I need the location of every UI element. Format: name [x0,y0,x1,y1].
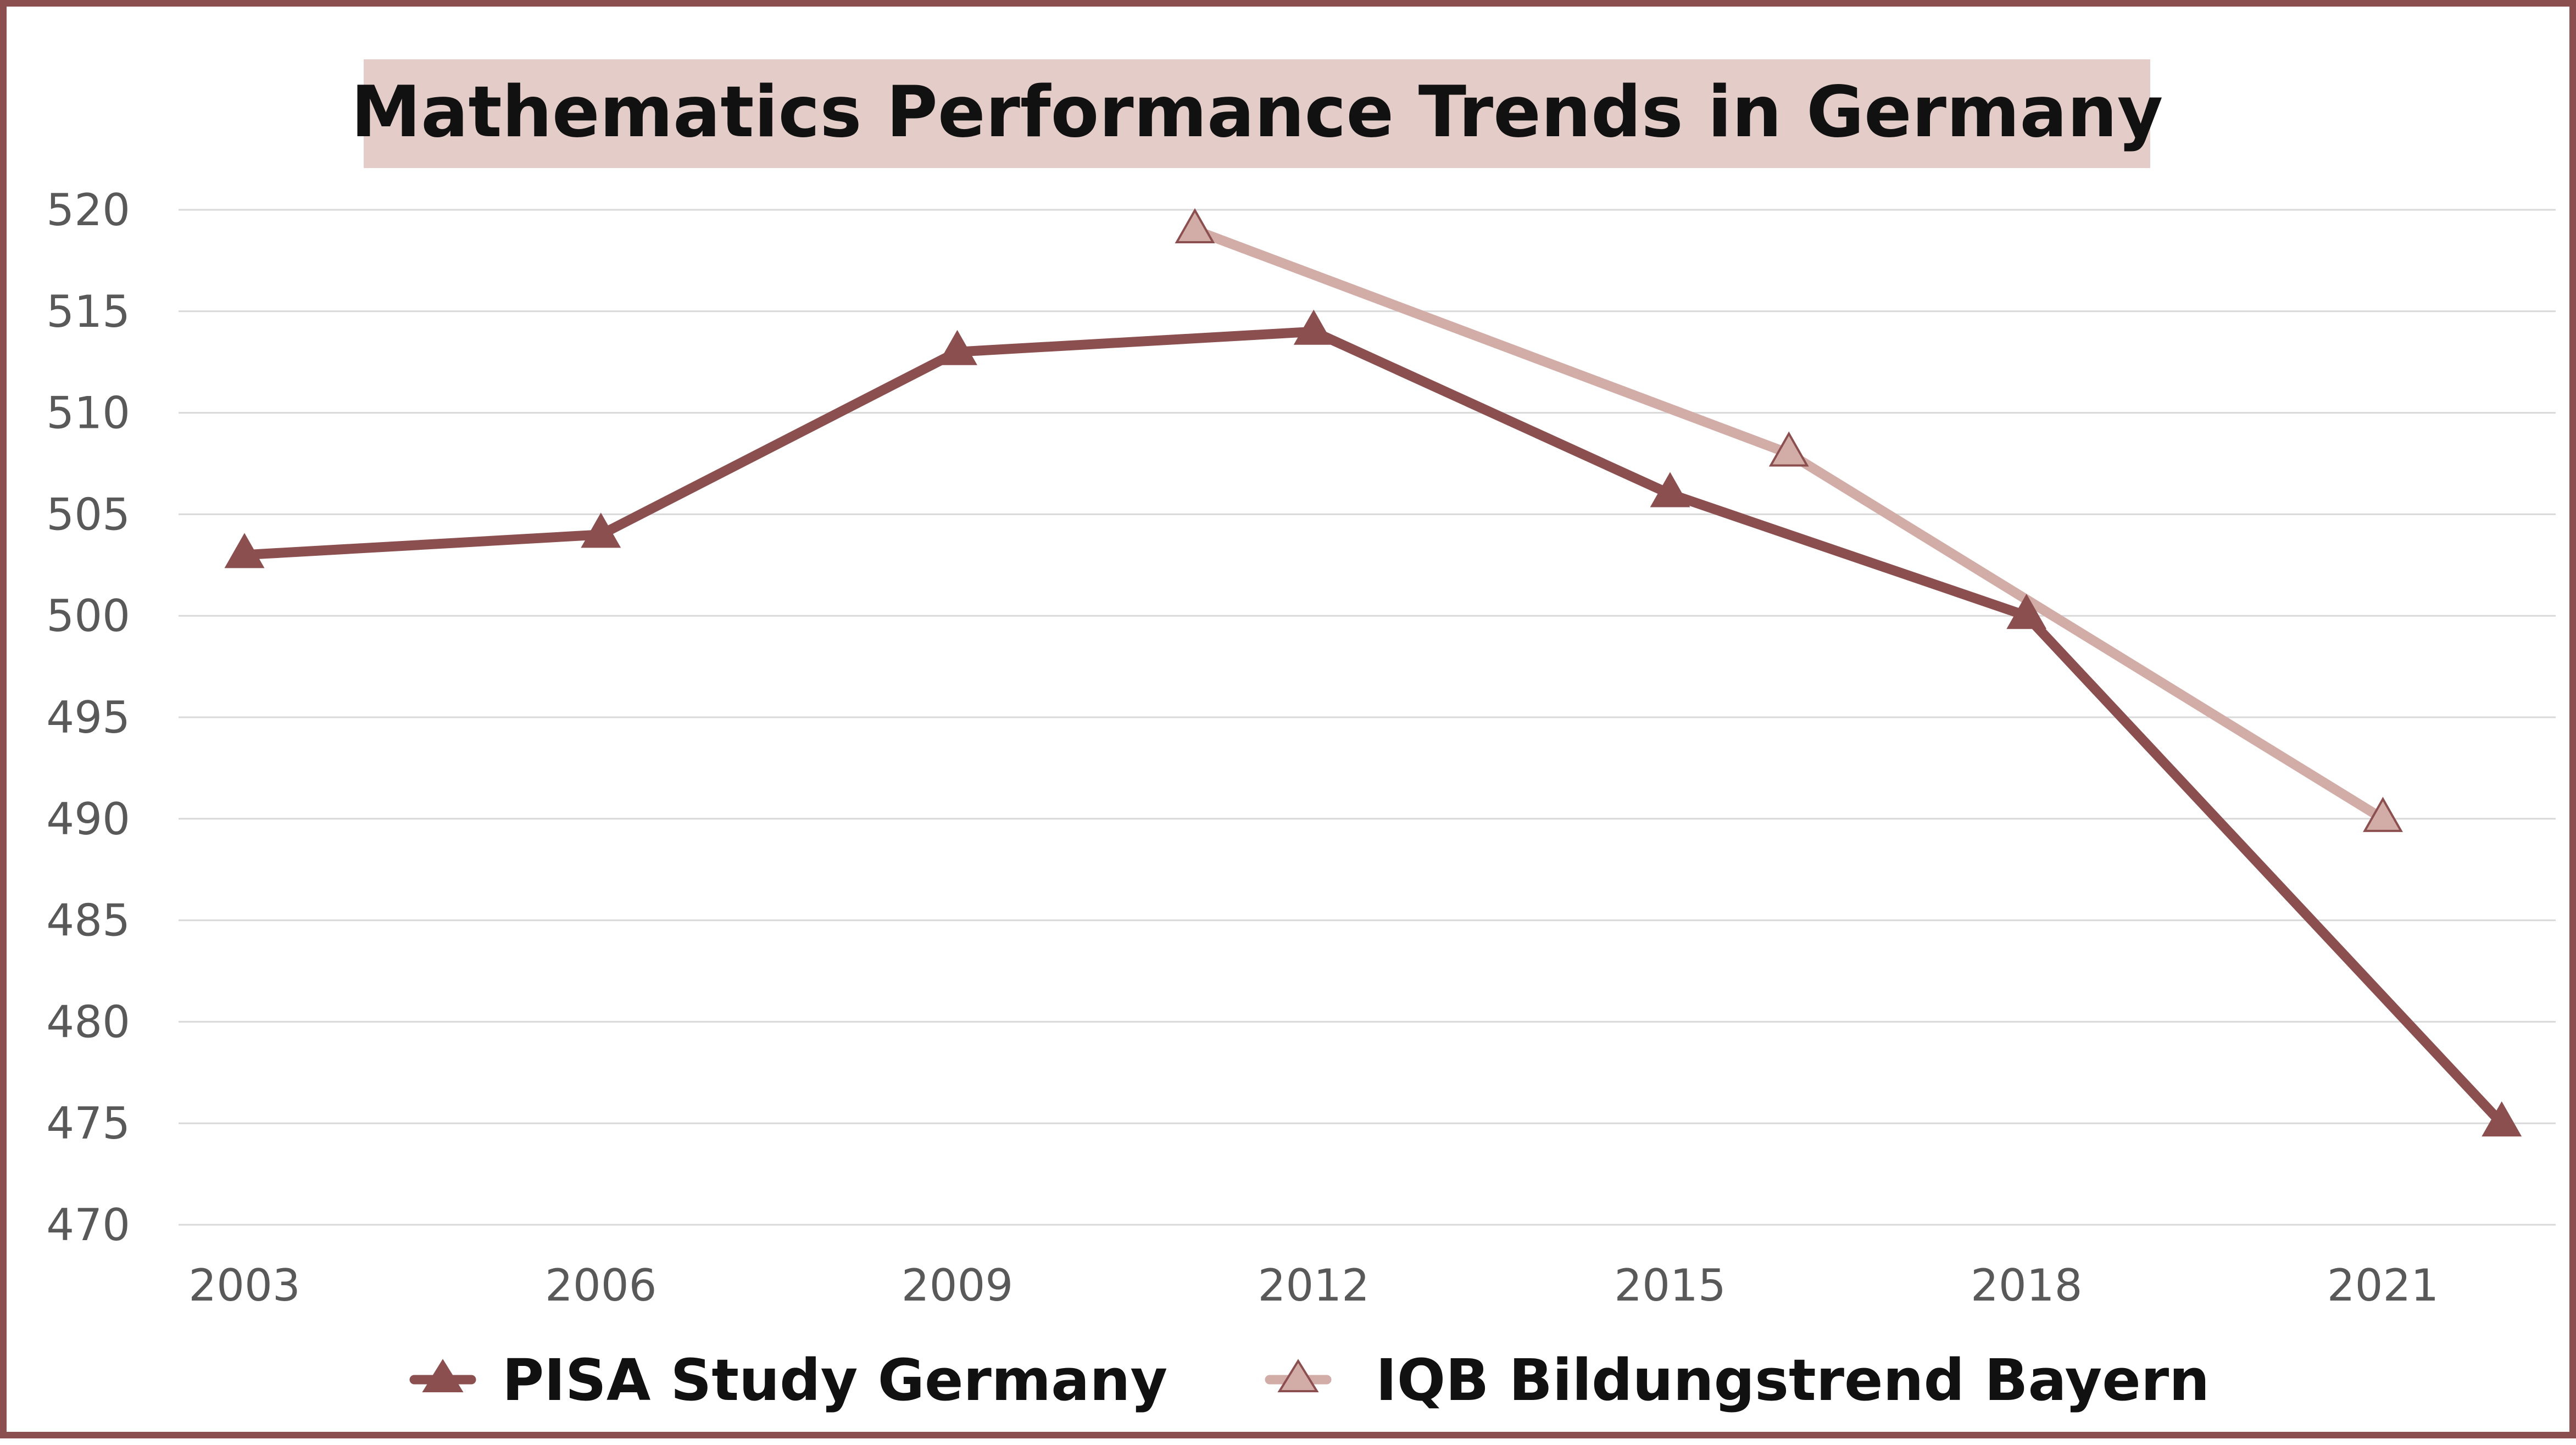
legend-item-iqb: IQB Bildungstrend Bayern [1265,1347,2210,1414]
y-tick-label-470: 470 [46,1199,130,1251]
x-tick-label-2006: 2006 [545,1260,657,1311]
y-tick-label-520: 520 [46,185,130,236]
series-markers [224,208,2522,1137]
y-tick-label-510: 510 [46,388,130,439]
legend-marker-pisa [422,1359,464,1392]
gridlines [179,209,2556,1226]
x-tick-label-2012: 2012 [1258,1260,1370,1311]
y-tick-label-480: 480 [46,996,130,1047]
legend-item-pisa: PISA Study Germany [409,1347,1167,1414]
series-line-0 [240,326,2507,1129]
data-point-0-2006 [581,512,621,548]
legend: PISA Study Germany IQB Bildungstrend Bay… [409,1347,2210,1414]
series-line-1 [1190,225,2388,824]
y-tick-label-495: 495 [46,692,130,743]
data-point-0-2012 [1293,309,1334,345]
legend-label-iqb: IQB Bildungstrend Bayern [1376,1347,2210,1414]
y-tick-label-515: 515 [46,286,130,337]
data-point-0-2003 [224,533,265,568]
data-point-0-2009 [937,330,977,365]
x-tick-label-2021: 2021 [2327,1260,2439,1311]
data-point-1-2011 [1175,208,1215,243]
x-tick-label-2015: 2015 [1614,1260,1726,1311]
x-tick-label-2018: 2018 [1971,1260,2083,1311]
y-tick-label-475: 475 [46,1098,130,1149]
line-chart: Mathematics Performance Trends in German… [46,59,2556,1414]
x-tick-label-2003: 2003 [188,1260,301,1311]
y-tick-label-490: 490 [46,794,130,845]
data-point-1-2016 [1768,431,1809,467]
x-tick-label-2009: 2009 [902,1260,1014,1311]
chart-title-background [364,59,2150,168]
y-axis-tick-labels: 520 515 510 505 500 495 490 485 480 475 470 [46,185,130,1251]
data-point-0-2015 [1650,472,1690,507]
legend-marker-iqb [1277,1359,1319,1392]
series-lines [240,225,2507,1129]
legend-label-pisa: PISA Study Germany [502,1347,1167,1414]
y-tick-label-500: 500 [46,590,130,641]
y-tick-label-505: 505 [46,489,130,540]
chart-title: Mathematics Performance Trends in German… [351,71,2163,153]
data-point-1-2021 [2363,796,2403,832]
data-point-0-2018 [2006,594,2047,629]
data-point-0-2022 [2482,1101,2522,1137]
y-tick-label-485: 485 [46,895,130,946]
x-axis-tick-labels: 2003 2006 2009 2012 2015 2018 2021 [188,1260,2439,1311]
